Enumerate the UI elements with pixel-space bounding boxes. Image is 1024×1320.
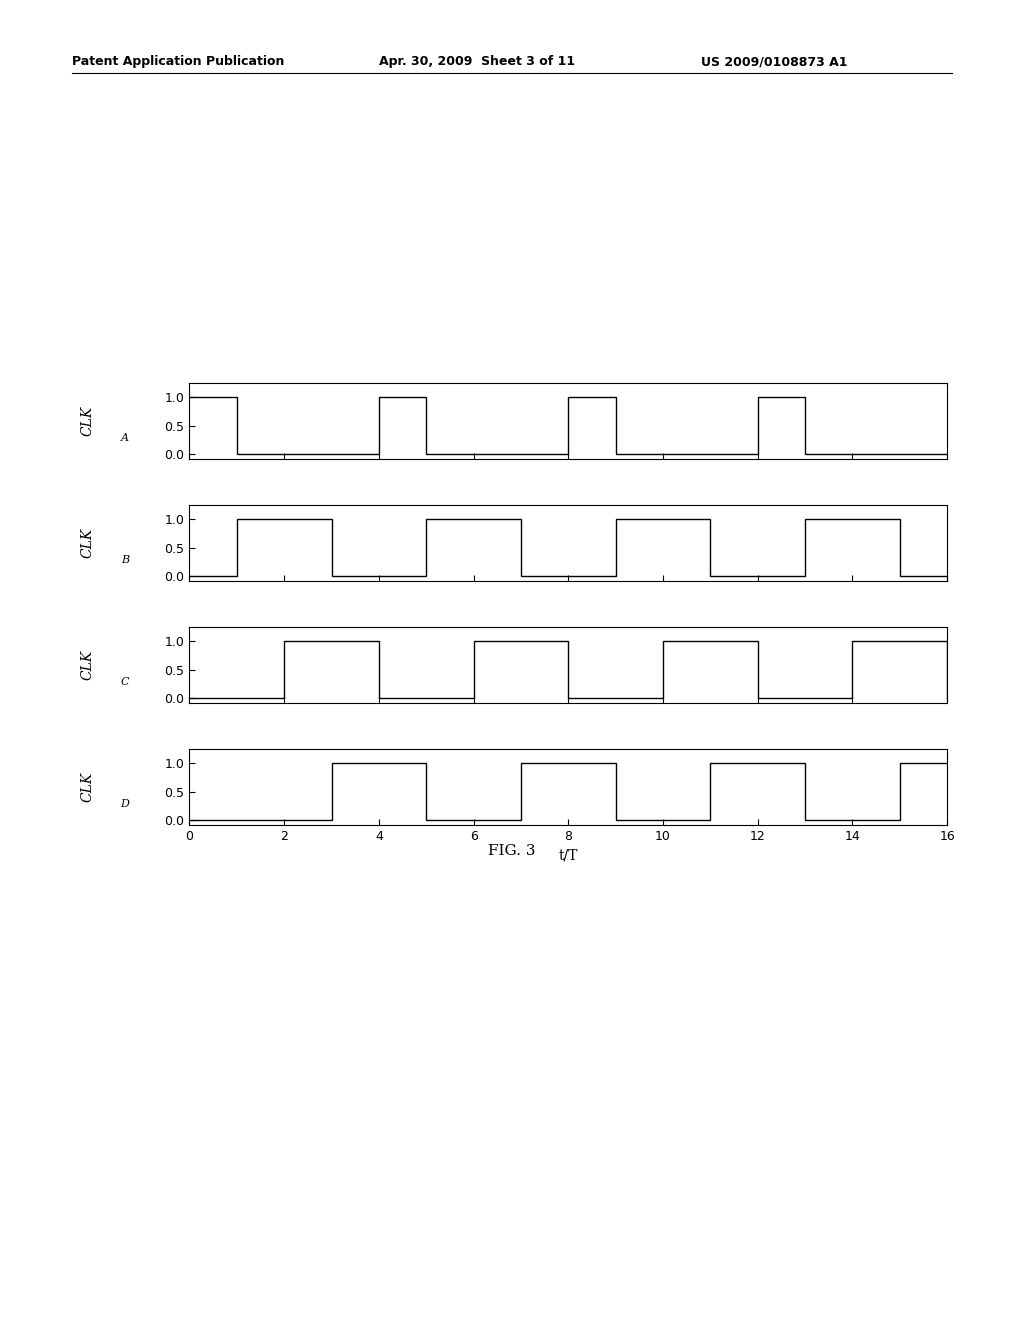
Text: Patent Application Publication: Patent Application Publication — [72, 55, 284, 69]
Text: US 2009/0108873 A1: US 2009/0108873 A1 — [701, 55, 848, 69]
Text: B: B — [121, 554, 129, 565]
Text: A: A — [121, 433, 129, 442]
Text: D: D — [121, 799, 129, 809]
Text: CLK: CLK — [80, 405, 94, 436]
Text: FIG. 3: FIG. 3 — [488, 845, 536, 858]
Text: CLK: CLK — [80, 772, 94, 803]
Text: CLK: CLK — [80, 649, 94, 680]
Text: C: C — [121, 677, 129, 686]
Text: Apr. 30, 2009  Sheet 3 of 11: Apr. 30, 2009 Sheet 3 of 11 — [379, 55, 575, 69]
X-axis label: t/T: t/T — [559, 849, 578, 862]
Text: CLK: CLK — [80, 528, 94, 558]
